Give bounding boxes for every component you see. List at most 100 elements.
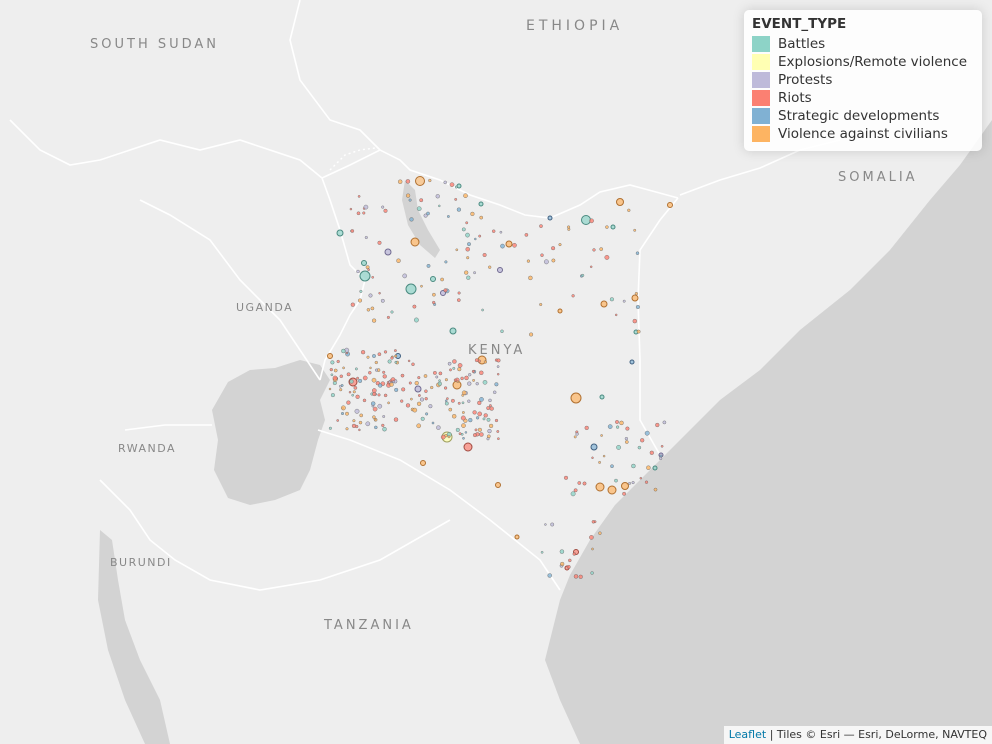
event-marker[interactable] (365, 265, 370, 270)
event-marker[interactable] (361, 260, 367, 266)
event-marker[interactable] (477, 400, 482, 405)
event-marker[interactable] (359, 289, 363, 293)
event-marker[interactable] (382, 374, 387, 379)
event-marker[interactable] (627, 208, 631, 212)
event-marker[interactable] (382, 427, 387, 432)
event-marker[interactable] (456, 380, 460, 383)
event-marker[interactable] (332, 375, 338, 381)
event-marker[interactable] (415, 176, 425, 186)
event-marker[interactable] (330, 393, 335, 398)
event-marker[interactable] (461, 390, 467, 396)
event-marker[interactable] (488, 265, 492, 269)
event-marker[interactable] (636, 329, 641, 334)
event-marker[interactable] (416, 206, 422, 211)
event-marker[interactable] (370, 306, 375, 311)
event-marker[interactable] (475, 382, 479, 386)
event-marker[interactable] (382, 370, 386, 374)
event-marker[interactable] (358, 420, 363, 425)
event-marker[interactable] (477, 411, 483, 417)
event-marker[interactable] (633, 228, 637, 232)
event-marker[interactable] (494, 418, 499, 423)
event-marker[interactable] (371, 275, 375, 279)
event-marker[interactable] (414, 381, 419, 386)
event-marker[interactable] (505, 240, 513, 248)
event-marker[interactable] (460, 432, 464, 436)
event-marker[interactable] (487, 429, 492, 434)
event-marker[interactable] (581, 273, 585, 277)
event-marker[interactable] (492, 229, 496, 233)
event-marker[interactable] (405, 403, 411, 408)
event-marker[interactable] (544, 523, 547, 526)
event-marker[interactable] (336, 419, 340, 422)
event-marker[interactable] (363, 204, 369, 210)
event-marker[interactable] (446, 215, 450, 218)
event-marker[interactable] (417, 394, 421, 397)
event-marker[interactable] (366, 308, 371, 312)
event-marker[interactable] (356, 269, 360, 274)
event-marker[interactable] (430, 385, 434, 390)
event-marker[interactable] (373, 417, 377, 421)
event-marker[interactable] (667, 202, 673, 208)
event-marker[interactable] (438, 379, 441, 383)
event-marker[interactable] (494, 382, 499, 387)
event-marker[interactable] (625, 440, 629, 444)
event-marker[interactable] (460, 415, 466, 421)
event-marker[interactable] (560, 561, 565, 567)
event-marker[interactable] (411, 362, 415, 366)
event-marker[interactable] (628, 481, 631, 485)
event-marker[interactable] (655, 422, 660, 428)
event-marker[interactable] (607, 485, 617, 495)
event-marker[interactable] (327, 353, 333, 359)
event-marker[interactable] (462, 436, 465, 440)
event-marker[interactable] (390, 310, 394, 314)
event-marker[interactable] (632, 318, 637, 324)
event-marker[interactable] (629, 359, 635, 365)
event-marker[interactable] (372, 318, 377, 323)
event-marker[interactable] (423, 374, 428, 378)
event-marker[interactable] (573, 488, 578, 493)
event-marker[interactable] (621, 482, 629, 490)
event-marker[interactable] (457, 291, 461, 295)
event-marker[interactable] (467, 381, 472, 386)
event-marker[interactable] (378, 383, 383, 388)
event-marker[interactable] (649, 450, 654, 455)
event-marker[interactable] (634, 292, 638, 296)
event-marker[interactable] (571, 294, 575, 298)
event-marker[interactable] (354, 367, 358, 371)
event-marker[interactable] (644, 430, 650, 436)
event-marker[interactable] (432, 370, 437, 375)
event-marker[interactable] (377, 393, 381, 397)
event-marker[interactable] (559, 549, 565, 554)
event-marker[interactable] (570, 491, 576, 497)
event-marker[interactable] (609, 297, 614, 302)
event-marker[interactable] (473, 271, 476, 275)
event-marker[interactable] (393, 349, 397, 352)
event-marker[interactable] (368, 371, 372, 375)
event-marker[interactable] (448, 407, 453, 412)
event-marker[interactable] (329, 368, 333, 372)
event-marker[interactable] (470, 211, 475, 216)
event-marker[interactable] (390, 356, 394, 360)
event-marker[interactable] (465, 232, 470, 238)
event-marker[interactable] (367, 268, 370, 272)
event-marker[interactable] (423, 213, 428, 218)
event-marker[interactable] (413, 317, 419, 323)
event-marker[interactable] (438, 204, 441, 208)
event-marker[interactable] (380, 298, 385, 303)
event-marker[interactable] (445, 399, 448, 402)
event-marker[interactable] (644, 480, 649, 484)
event-marker[interactable] (471, 369, 475, 373)
event-marker[interactable] (381, 423, 385, 427)
event-marker[interactable] (662, 420, 667, 425)
event-marker[interactable] (352, 390, 356, 394)
event-marker[interactable] (456, 207, 461, 212)
event-marker[interactable] (500, 243, 505, 249)
event-marker[interactable] (599, 247, 604, 251)
event-marker[interactable] (557, 308, 563, 314)
event-marker[interactable] (544, 259, 549, 265)
event-marker[interactable] (631, 463, 636, 469)
event-marker[interactable] (590, 265, 593, 268)
event-marker[interactable] (362, 375, 368, 381)
event-marker[interactable] (591, 547, 594, 551)
